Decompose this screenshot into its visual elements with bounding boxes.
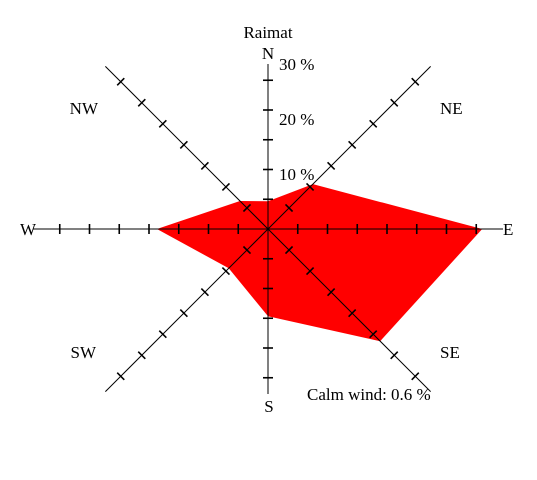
tick-ne	[284, 203, 294, 213]
axis-nw	[105, 66, 269, 230]
tick-nw	[137, 98, 146, 107]
axis-se	[267, 228, 431, 392]
tick-sw	[221, 266, 231, 276]
direction-label-sw: SW	[71, 343, 97, 362]
tick-se	[390, 351, 399, 360]
tick-ne	[390, 98, 399, 107]
direction-label-ne: NE	[440, 99, 463, 118]
tick-ne	[327, 161, 336, 170]
tick-se	[411, 372, 420, 381]
calm-wind-label: Calm wind: 0.6 %	[307, 385, 431, 404]
tick-sw	[200, 288, 209, 297]
ring-label: 10 %	[279, 165, 314, 184]
tick-sw	[116, 372, 125, 381]
direction-label-e: E	[503, 220, 513, 239]
tick-se	[348, 309, 357, 318]
tick-ne	[411, 77, 420, 86]
tick-se	[284, 245, 294, 255]
direction-label-n: N	[262, 44, 274, 63]
axis-ne	[267, 66, 431, 230]
tick-nw	[116, 77, 125, 86]
ring-label: 30 %	[279, 55, 314, 74]
tick-nw	[179, 140, 188, 149]
ticks-layer	[58, 77, 478, 381]
tick-nw	[200, 161, 209, 170]
tick-sw	[242, 245, 252, 255]
tick-ne	[305, 182, 315, 192]
wind-frequency-polygon	[156, 184, 483, 342]
direction-label-s: S	[264, 397, 273, 416]
tick-sw	[179, 309, 188, 318]
tick-se	[369, 330, 378, 339]
direction-label-nw: NW	[70, 99, 99, 118]
petal-layer	[156, 184, 483, 342]
tick-nw	[158, 119, 167, 128]
ring-label: 20 %	[279, 110, 314, 129]
chart-title: Raimat	[243, 23, 292, 42]
labels-layer: N NE E SE S SW W NW 10 % 20 % 30 %	[20, 44, 513, 416]
tick-ne	[348, 140, 357, 149]
tick-ne	[369, 119, 378, 128]
tick-nw	[242, 203, 252, 213]
direction-label-w: W	[20, 220, 37, 239]
direction-label-se: SE	[440, 343, 460, 362]
tick-nw	[221, 182, 231, 192]
tick-se	[305, 266, 315, 276]
axis-sw	[105, 228, 269, 392]
tick-se	[327, 288, 336, 297]
tick-sw	[158, 330, 167, 339]
tick-sw	[137, 351, 146, 360]
axes-layer	[33, 64, 503, 394]
